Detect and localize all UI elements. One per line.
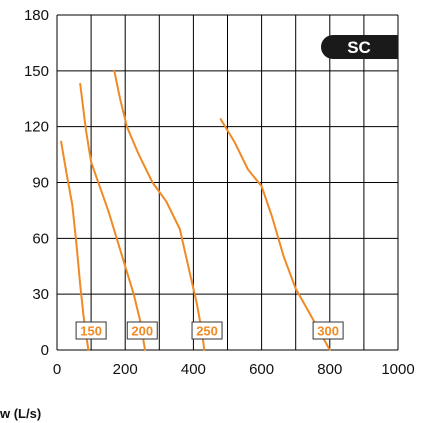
grid (56, 14, 399, 351)
x-tick-label: 600 (249, 361, 274, 378)
curves (60, 69, 331, 351)
y-tick-label: 120 (24, 119, 49, 136)
curve-label: 200 (131, 324, 153, 339)
curve-label-box (126, 321, 158, 340)
curve-1 (60, 140, 90, 351)
sc-badge: SC (321, 35, 398, 59)
y-tick-label: 60 (32, 230, 49, 247)
curve-label: 300 (317, 324, 339, 339)
curve-label-box (191, 321, 223, 340)
x-tick-label: 800 (317, 361, 342, 378)
x-tick-label: 400 (181, 361, 206, 378)
x-axis-label: w (L/s) (0, 406, 41, 421)
y-tick-label: 180 (24, 7, 49, 24)
y-tick-label: 0 (41, 342, 49, 359)
y-axis-ticks: 0 30 60 90 120 150 180 (24, 7, 49, 359)
curve-labels: 150 200 250 300 (75, 321, 344, 340)
y-tick-label: 90 (32, 175, 49, 192)
curve-4 (219, 118, 331, 351)
x-tick-label: 200 (113, 361, 138, 378)
y-tick-label: 30 (32, 286, 49, 303)
x-axis-ticks: 0 200 400 600 800 1000 (53, 361, 415, 378)
curve-3 (113, 69, 206, 351)
curve-label: 250 (196, 324, 218, 339)
x-tick-label: 0 (53, 361, 61, 378)
badge-text: SC (347, 38, 371, 57)
curve-label: 150 (80, 324, 102, 339)
curve-label-box (75, 321, 107, 340)
x-tick-label: 1000 (381, 361, 414, 378)
y-tick-label: 150 (24, 63, 49, 80)
curve-2 (79, 82, 146, 351)
curve-label-box (312, 321, 344, 340)
